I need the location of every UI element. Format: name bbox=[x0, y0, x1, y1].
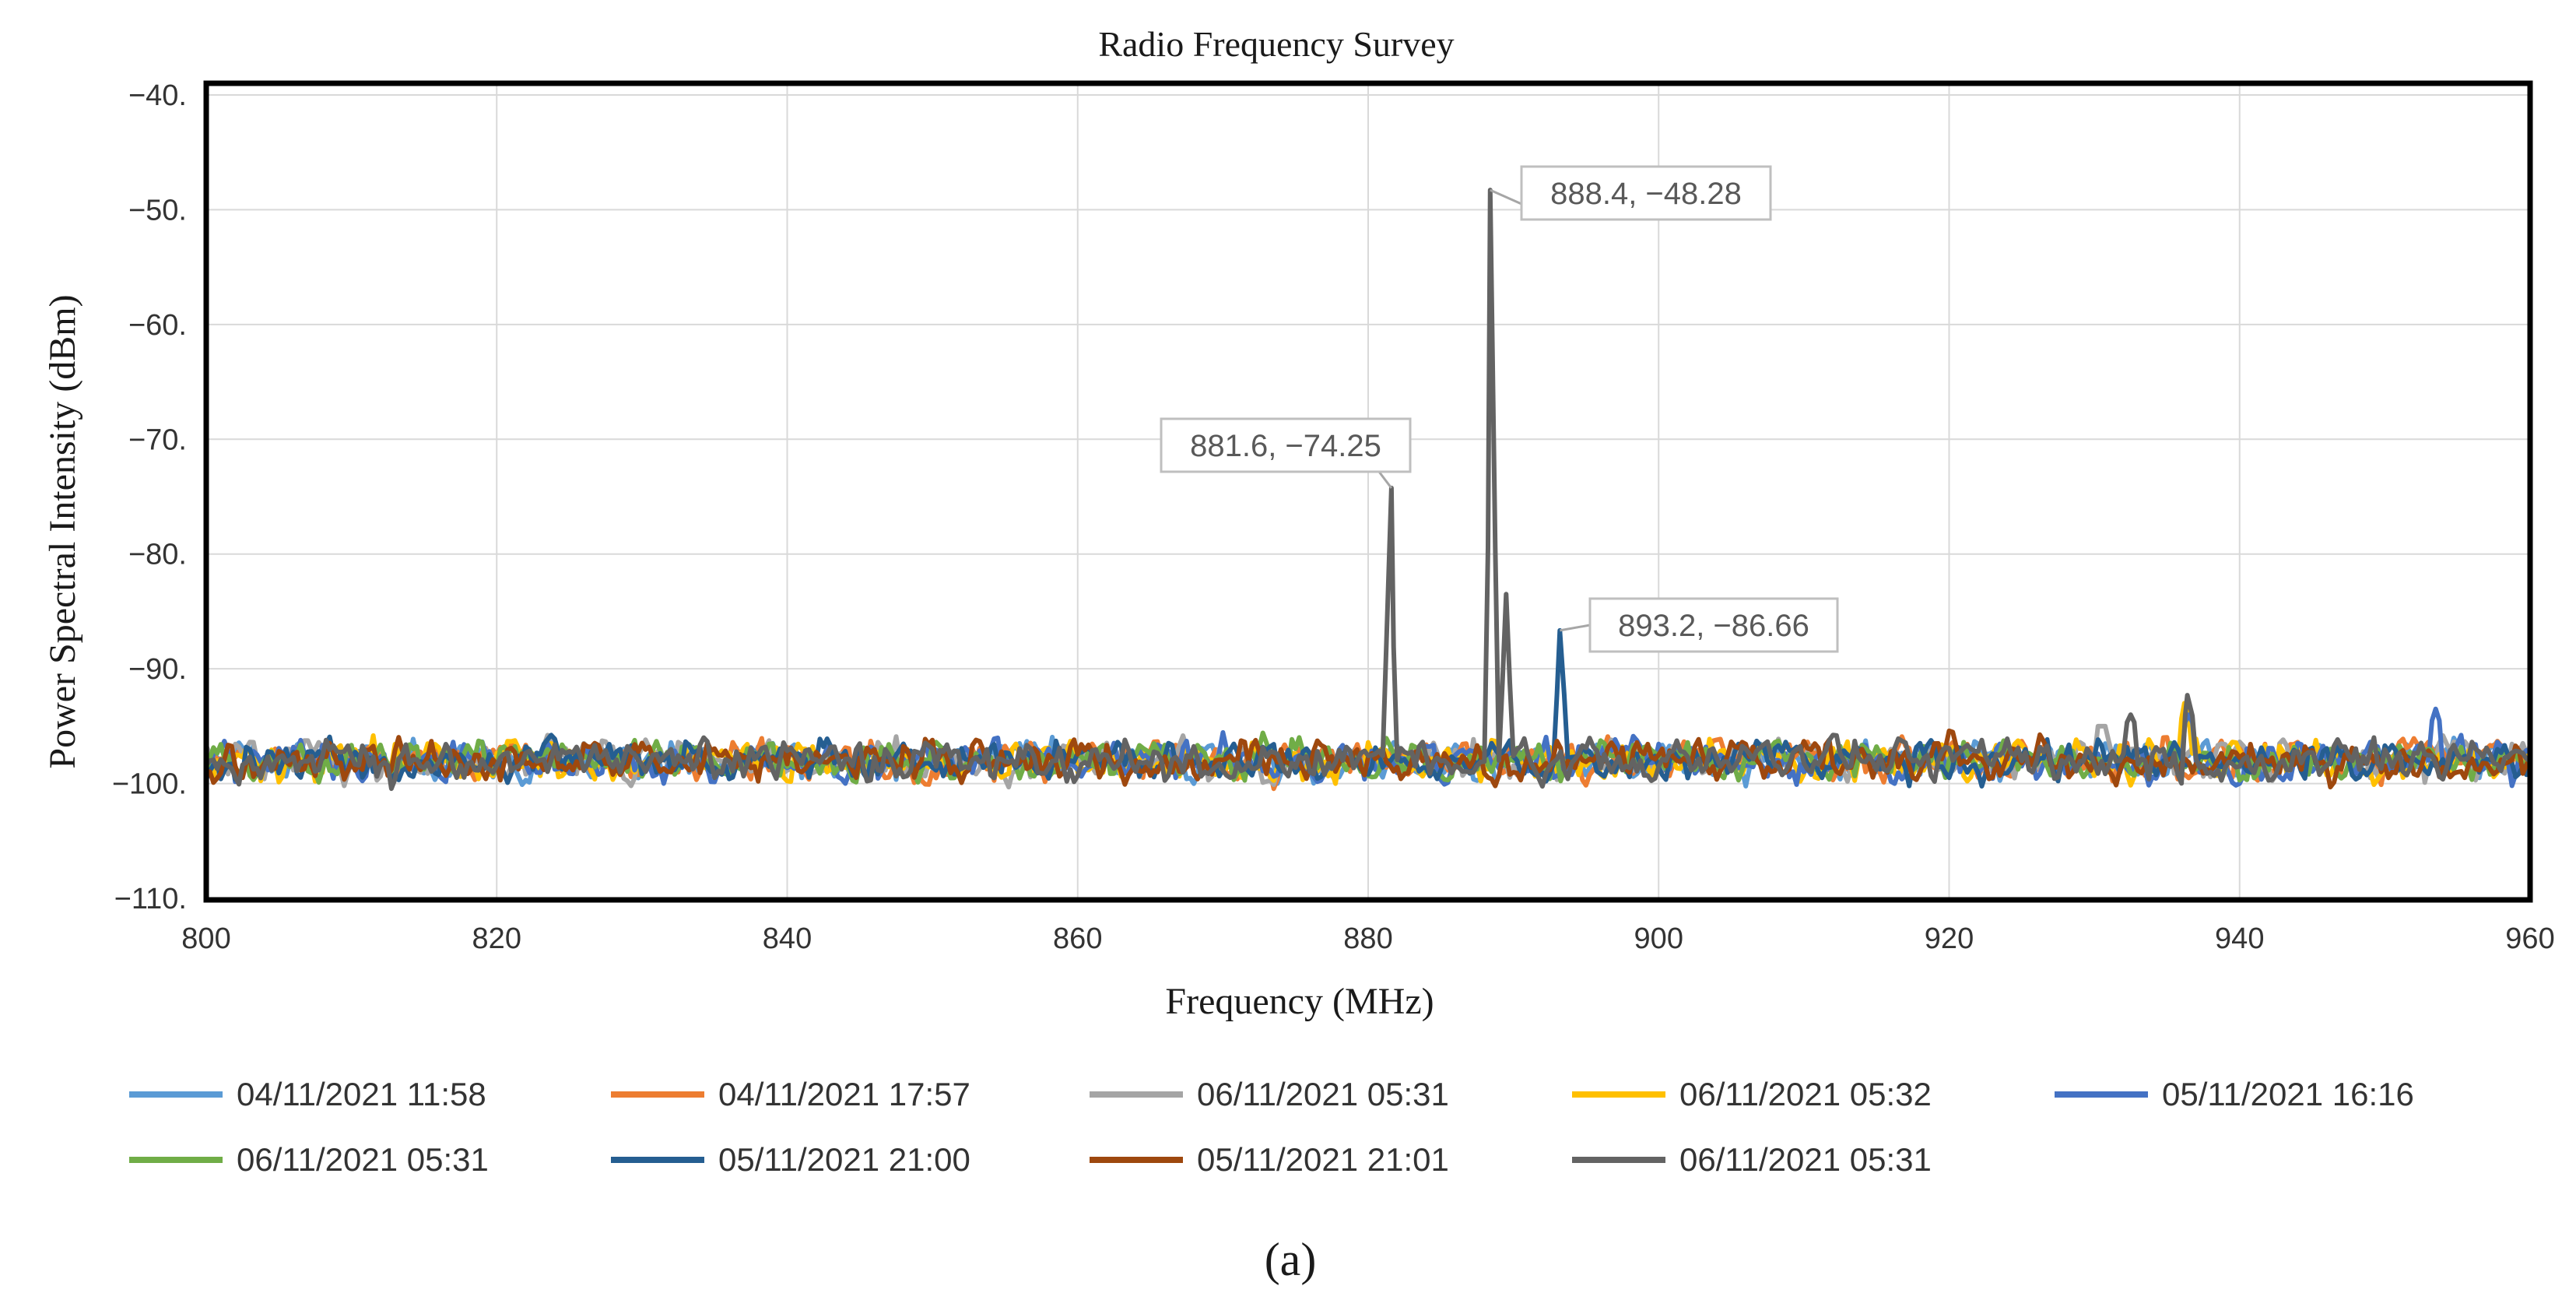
legend-label: 06/11/2021 05:31 bbox=[1197, 1076, 1449, 1112]
legend-label: 04/11/2021 17:57 bbox=[718, 1076, 970, 1112]
annotation-layer: 888.4, −48.28 881.6, −74.25 893.2, −86.66 bbox=[1160, 165, 1839, 653]
legend-label: 05/11/2021 16:16 bbox=[2162, 1076, 2414, 1112]
annotation-label: 893.2, −86.66 bbox=[1618, 609, 1809, 643]
y-tick-label: −50. bbox=[128, 194, 187, 227]
x-tick-label: 860 bbox=[1053, 922, 1102, 955]
x-tick-labels: 800 820 840 860 880 900 920 940 960 bbox=[181, 922, 2554, 955]
legend-label: 04/11/2021 11:58 bbox=[237, 1076, 486, 1112]
x-tick-label: 840 bbox=[763, 922, 812, 955]
series-line-9 bbox=[204, 188, 2532, 792]
legend-label: 06/11/2021 05:31 bbox=[1679, 1141, 1932, 1178]
annotation-label: 881.6, −74.25 bbox=[1190, 429, 1381, 463]
annotation-leader bbox=[1377, 471, 1393, 489]
annotation-box bbox=[1588, 597, 1839, 653]
annotation-box bbox=[1160, 417, 1412, 473]
y-tick-label: −60. bbox=[128, 309, 187, 342]
annotation-leader bbox=[1490, 188, 1522, 206]
x-tick-label: 900 bbox=[1634, 922, 1683, 955]
chart-title: Radio Frequency Survey bbox=[1098, 24, 1454, 64]
legend: 04/11/2021 11:58 04/11/2021 17:57 06/11/20… bbox=[129, 1076, 2414, 1178]
legend-label: 05/11/2021 21:01 bbox=[1197, 1141, 1449, 1178]
x-axis-label: Frequency (MHz) bbox=[1165, 981, 1434, 1022]
x-tick-label: 940 bbox=[2215, 922, 2264, 955]
y-tick-labels: −40. −50. −60. −70. −80. −90. −100. −110. bbox=[112, 79, 187, 915]
legend-label: 06/11/2021 05:32 bbox=[1679, 1076, 1932, 1112]
y-tick-label: −70. bbox=[128, 423, 187, 456]
x-tick-label: 800 bbox=[181, 922, 230, 955]
plot-frame bbox=[203, 80, 2533, 903]
y-tick-label: −90. bbox=[128, 653, 187, 686]
annotation-leader bbox=[1560, 624, 1591, 632]
x-tick-label: 960 bbox=[2505, 922, 2554, 955]
y-tick-label: −80. bbox=[128, 539, 187, 571]
y-axis-label: Power Spectral Intensity (dBm) bbox=[42, 294, 83, 768]
y-tick-label: −110. bbox=[114, 883, 187, 915]
x-tick-label: 880 bbox=[1343, 922, 1392, 955]
y-tick-label: −100. bbox=[112, 768, 187, 801]
x-tick-label: 920 bbox=[1925, 922, 1974, 955]
figure-caption: (a) bbox=[1265, 1234, 1317, 1285]
y-tick-label: −40. bbox=[128, 79, 187, 112]
legend-label: 05/11/2021 21:00 bbox=[718, 1141, 970, 1178]
x-tick-label: 820 bbox=[472, 922, 521, 955]
annotation-label: 888.4, −48.28 bbox=[1550, 177, 1742, 211]
series-line-7 bbox=[204, 627, 2532, 789]
annotation-box bbox=[1520, 165, 1772, 221]
legend-label: 06/11/2021 05:31 bbox=[237, 1141, 489, 1178]
series-layer bbox=[204, 188, 2532, 792]
